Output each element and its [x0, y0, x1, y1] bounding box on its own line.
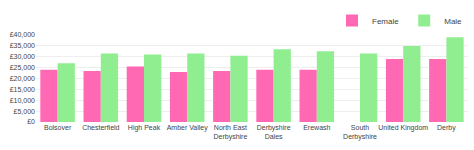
svg-text:Amber Valley: Amber Valley — [167, 124, 209, 132]
svg-text:£20,000: £20,000 — [10, 75, 35, 82]
svg-text:£5,000: £5,000 — [14, 108, 36, 115]
svg-text:Female: Female — [372, 17, 399, 26]
svg-text:United Kingdom: United Kingdom — [378, 124, 428, 132]
svg-text:DerbyshireDales: DerbyshireDales — [257, 124, 291, 140]
svg-text:£15,000: £15,000 — [10, 86, 35, 93]
svg-text:Male: Male — [444, 17, 462, 26]
svg-text:£10,000: £10,000 — [10, 97, 35, 104]
svg-text:Erewash: Erewash — [303, 124, 330, 131]
svg-text:£25,000: £25,000 — [10, 64, 35, 71]
svg-text:SouthDerbyshire: SouthDerbyshire — [343, 124, 377, 141]
svg-text:Bolsover: Bolsover — [44, 124, 72, 131]
svg-text:High Peak: High Peak — [128, 124, 161, 132]
svg-text:£40,000: £40,000 — [10, 31, 35, 38]
svg-text:£30,000: £30,000 — [10, 53, 35, 60]
svg-text:£0: £0 — [27, 118, 35, 125]
svg-text:Derby: Derby — [437, 124, 456, 132]
svg-text:£35,000: £35,000 — [10, 42, 35, 49]
svg-text:Chesterfield: Chesterfield — [82, 124, 119, 131]
svg-text:North EastDerbyshire: North EastDerbyshire — [213, 124, 247, 141]
